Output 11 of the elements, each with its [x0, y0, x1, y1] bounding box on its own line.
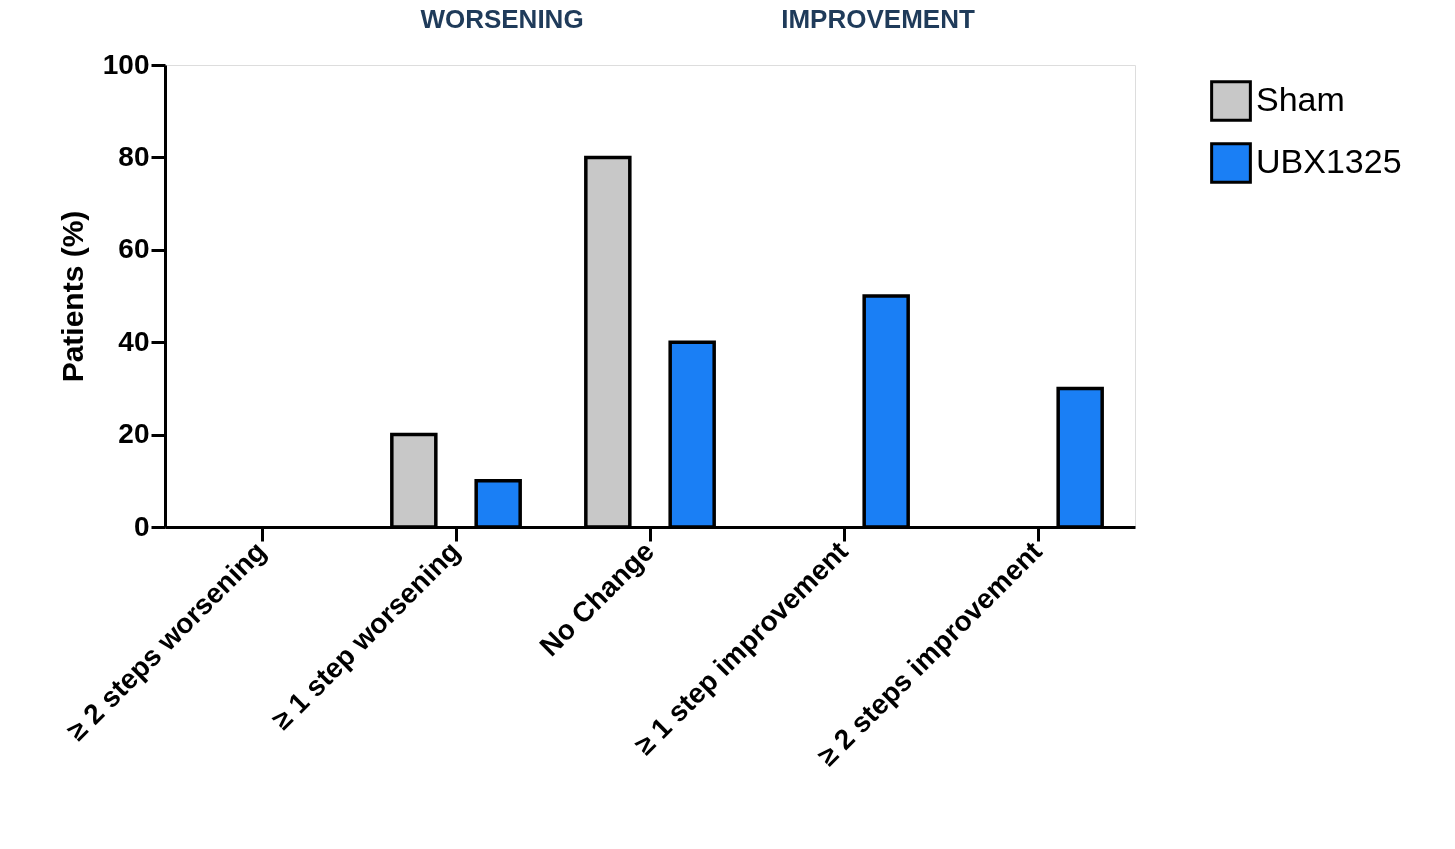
y-axis-title: Patients (%) — [55, 210, 89, 383]
y-tick-label: 60 — [118, 233, 150, 265]
y-tick-label: 80 — [118, 140, 150, 172]
y-tick-label: 0 — [133, 510, 150, 542]
y-tick-label: 40 — [118, 325, 150, 357]
y-tick-label: 20 — [118, 418, 150, 450]
y-tick-label: 100 — [102, 48, 150, 80]
legend-label: UBX1325 — [1256, 142, 1402, 180]
legend-label: Sham — [1256, 80, 1345, 118]
text: IMPROVEMENT — [781, 4, 975, 34]
text: WORSENING — [420, 4, 584, 34]
